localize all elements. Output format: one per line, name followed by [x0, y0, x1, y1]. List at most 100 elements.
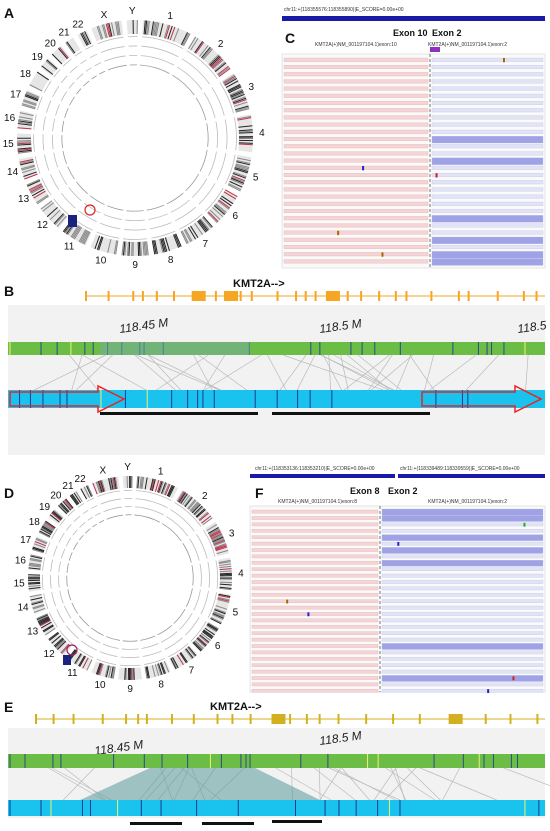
- gene-exon: [467, 291, 470, 301]
- track: [76, 73, 84, 80]
- band: [200, 218, 210, 231]
- chromosome-label: 7: [189, 665, 195, 676]
- band: [101, 479, 106, 492]
- track: [68, 552, 73, 561]
- band: [43, 522, 55, 530]
- chromosome-label: 15: [14, 578, 26, 589]
- segment-line: [272, 412, 430, 415]
- track: [41, 574, 44, 590]
- band: [105, 665, 110, 678]
- gene-exon: [360, 291, 363, 301]
- band: [188, 226, 197, 240]
- link: [76, 354, 113, 391]
- band: [193, 641, 203, 651]
- read: [283, 165, 429, 170]
- track: [119, 664, 141, 667]
- mismatch: [502, 58, 505, 63]
- read: [283, 259, 429, 264]
- band: [236, 161, 251, 166]
- chromosome-label: 21: [58, 28, 70, 39]
- link: [275, 767, 332, 801]
- band: [179, 652, 187, 664]
- track: [71, 602, 79, 614]
- track: [94, 512, 101, 517]
- track: [106, 514, 123, 520]
- band: [33, 543, 46, 549]
- ideogram: [62, 220, 92, 246]
- band: [54, 214, 65, 226]
- chromosome-label: 22: [72, 20, 84, 31]
- band: [168, 485, 175, 498]
- band: [46, 59, 58, 70]
- read: [381, 682, 544, 687]
- track: [42, 557, 46, 571]
- band: [164, 483, 171, 496]
- chromosome-label: 1: [167, 11, 173, 22]
- read: [283, 57, 429, 62]
- band: [235, 108, 250, 113]
- link: [465, 354, 499, 391]
- track-bg: [8, 305, 545, 455]
- band: [180, 652, 188, 663]
- chromosome-label: 11: [67, 668, 78, 679]
- band: [32, 603, 45, 609]
- band: [209, 55, 220, 66]
- track: [196, 534, 208, 559]
- read: [431, 115, 544, 120]
- read: [381, 669, 544, 674]
- band: [96, 26, 103, 40]
- band: [185, 648, 194, 659]
- band: [23, 171, 37, 177]
- band: [36, 195, 49, 205]
- track: [34, 155, 41, 174]
- track: [60, 91, 68, 102]
- band: [160, 662, 166, 674]
- band: [231, 93, 245, 100]
- read: [283, 79, 429, 84]
- read: [283, 129, 429, 134]
- band: [209, 209, 221, 221]
- chromosome-label: 8: [158, 680, 164, 691]
- track: [191, 565, 194, 586]
- track: [68, 81, 75, 89]
- ideogram: [236, 114, 253, 153]
- band: [214, 204, 226, 214]
- band: [206, 624, 218, 632]
- track: [66, 563, 69, 573]
- read: [431, 245, 544, 249]
- read: [381, 618, 544, 623]
- track: [124, 228, 146, 231]
- exon-label: Exon 2: [388, 486, 418, 496]
- track: [142, 650, 162, 657]
- band: [170, 658, 177, 670]
- track: [170, 199, 190, 213]
- band: [40, 621, 52, 629]
- band: [80, 488, 88, 500]
- track: [96, 231, 119, 239]
- band: [73, 492, 81, 504]
- band: [107, 239, 112, 253]
- link: [318, 767, 321, 801]
- band: [235, 163, 250, 169]
- band: [194, 222, 204, 235]
- band: [29, 184, 43, 192]
- track: [100, 498, 121, 505]
- chromosome-label: 5: [253, 173, 259, 184]
- track: [97, 36, 124, 45]
- band: [108, 478, 112, 491]
- band: [212, 612, 225, 618]
- gene-exon: [418, 714, 421, 724]
- band: [71, 225, 80, 239]
- track: [50, 559, 54, 572]
- read: [283, 209, 429, 213]
- read: [431, 108, 544, 113]
- band: [82, 230, 90, 244]
- read: [283, 151, 429, 156]
- band: [201, 47, 212, 60]
- axis-tick: 118.45 M: [93, 737, 144, 758]
- track: [166, 192, 184, 205]
- band: [213, 205, 226, 216]
- track: [98, 519, 105, 524]
- read: [381, 547, 544, 554]
